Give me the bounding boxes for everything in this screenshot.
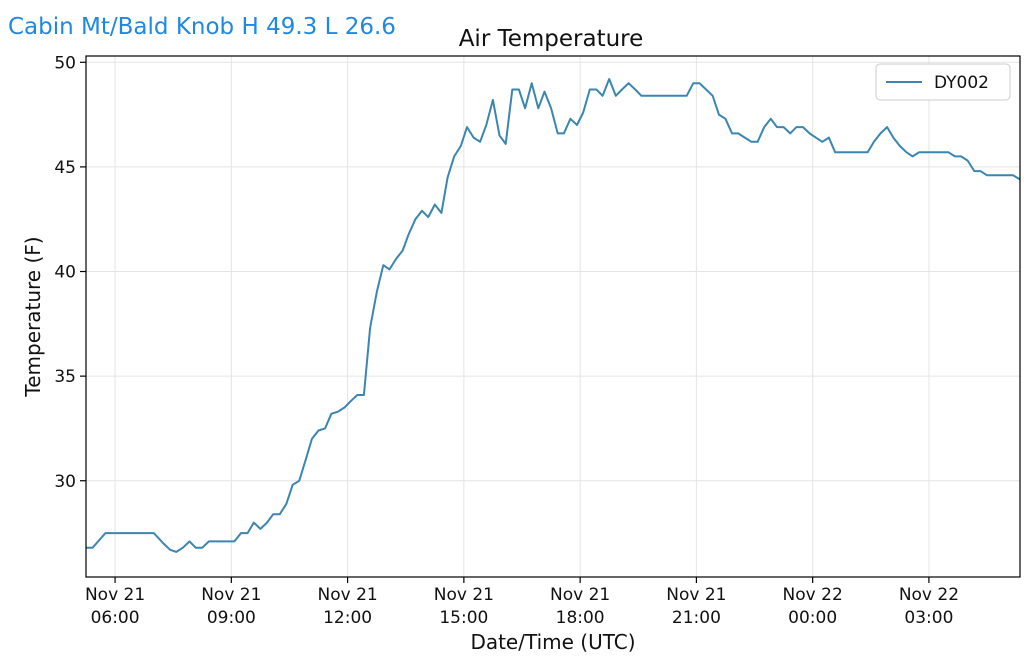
x-tick-label-time: 03:00 bbox=[904, 608, 953, 628]
legend-box bbox=[875, 63, 1011, 101]
x-tick-label-time: 15:00 bbox=[439, 608, 488, 628]
legend: DY002 bbox=[875, 63, 1011, 101]
chart-title: Air Temperature bbox=[459, 26, 644, 52]
y-tick-label: 50 bbox=[54, 53, 76, 73]
x-tick-label-date: Nov 21 bbox=[201, 585, 261, 605]
y-tick-label: 40 bbox=[54, 263, 76, 283]
plot-frame bbox=[85, 55, 1021, 578]
station-summary: Cabin Mt/Bald Knob H 49.3 L 26.6 bbox=[8, 14, 396, 40]
x-tick-label-time: 18:00 bbox=[556, 608, 605, 628]
x-tick-label-date: Nov 21 bbox=[550, 585, 610, 605]
ticks: 30 35 40 45 50 Nov 21 06:00 Nov 21 09:00 Nov 21 12… bbox=[54, 53, 959, 628]
x-tick-label-date: Nov 21 bbox=[434, 585, 494, 605]
x-axis-label: Date/Time (UTC) bbox=[470, 630, 635, 654]
series-layer bbox=[86, 78, 1021, 553]
y-tick-label: 35 bbox=[54, 367, 76, 387]
x-tick-label-date: Nov 22 bbox=[899, 585, 959, 605]
x-tick-label-date: Nov 21 bbox=[666, 585, 726, 605]
y-tick-label: 30 bbox=[54, 472, 76, 492]
x-tick-label-date: Nov 22 bbox=[783, 585, 843, 605]
series-line-dy002 bbox=[86, 78, 1021, 553]
x-tick-label-time: 09:00 bbox=[207, 608, 256, 628]
y-tick-label: 45 bbox=[54, 158, 76, 178]
x-tick-label-time: 00:00 bbox=[788, 608, 837, 628]
x-tick-label-time: 12:00 bbox=[323, 608, 372, 628]
x-tick-label-date: Nov 21 bbox=[317, 585, 377, 605]
x-tick-label-time: 21:00 bbox=[672, 608, 721, 628]
y-axis-label: Temperature (F) bbox=[21, 236, 45, 397]
x-tick-label-time: 06:00 bbox=[91, 608, 140, 628]
grid bbox=[86, 56, 1020, 577]
x-tick-label-date: Nov 21 bbox=[85, 585, 145, 605]
legend-entry: DY002 bbox=[934, 73, 989, 93]
